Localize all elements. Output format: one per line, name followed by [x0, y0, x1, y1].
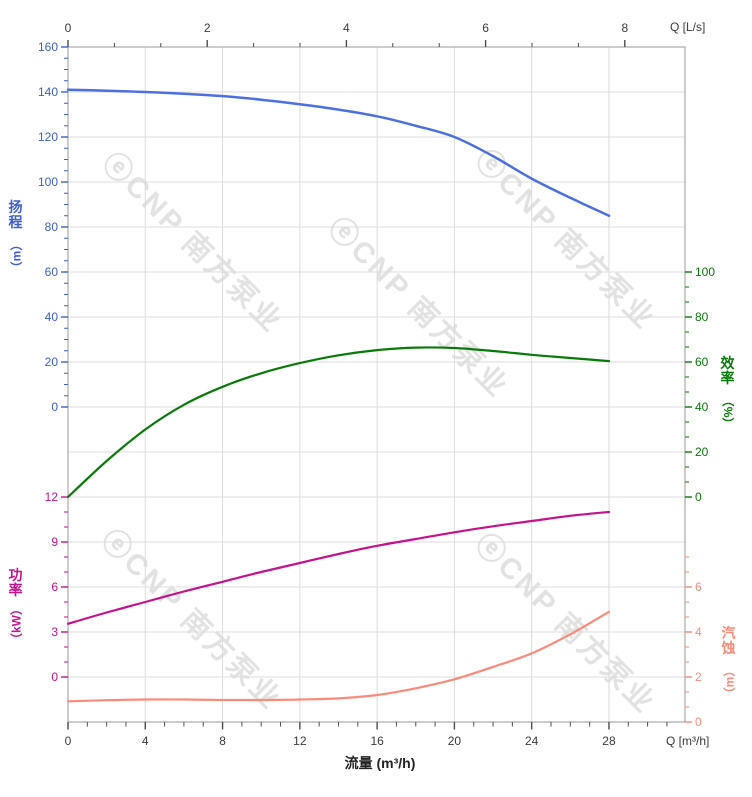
top-axis-tick-label: 6 — [482, 21, 489, 35]
head-axis-tick-label: 20 — [45, 355, 59, 369]
eff-axis-tick-label: 100 — [695, 265, 715, 279]
bottom-axis-tick-label: 28 — [602, 734, 616, 748]
bottom-axis-tick-label: 24 — [525, 734, 539, 748]
npsh-axis-tick-label: 4 — [695, 625, 702, 639]
eff-axis-tick-label: 20 — [695, 445, 709, 459]
power-axis-tick-label: 0 — [51, 670, 58, 684]
head-axis-tick-label: 120 — [38, 130, 58, 144]
power-axis-tick-label: 3 — [51, 625, 58, 639]
top-axis-unit-label: Q [L/s] — [670, 20, 706, 34]
power-axis-caption-unit: （kW） — [9, 602, 23, 646]
power-curve — [66, 510, 611, 625]
head-axis-caption-zh: 扬程 — [8, 199, 23, 230]
npsh-axis-tick-label: 0 — [695, 715, 702, 729]
x-axis-title: 流量 (m³/h) — [344, 755, 416, 771]
power-axis-tick-label: 6 — [51, 580, 58, 594]
bottom-axis-tick-label: 4 — [142, 734, 149, 748]
eff-axis-tick-label: 60 — [695, 355, 709, 369]
bottom-axis-unit-label: Q [m³/h] — [666, 734, 710, 748]
top-axis-tick-label: 2 — [204, 21, 211, 35]
efficiency-axis-caption: 效率 （%） — [720, 355, 736, 433]
head-axis-caption: 扬程 （m） — [8, 199, 24, 277]
head-axis-tick-label: 40 — [45, 310, 59, 324]
eff-axis-tick-label: 80 — [695, 310, 709, 324]
bottom-axis-tick-label: 16 — [370, 734, 384, 748]
head-axis-tick-label: 100 — [38, 175, 58, 189]
top-axis-tick-label: 8 — [621, 21, 628, 35]
npsh-axis-tick-label: 2 — [695, 670, 702, 684]
power-axis-tick-label: 9 — [51, 535, 58, 549]
power-axis-caption: 功率 （kW） — [8, 567, 24, 646]
npsh-axis-caption-zh: 汽蚀 — [721, 625, 736, 656]
efficiency-axis-caption-unit: （%） — [721, 394, 735, 430]
head-axis-tick-label: 60 — [45, 265, 59, 279]
npsh-axis-tick-label: 6 — [695, 580, 702, 594]
head-curve — [66, 88, 611, 218]
npsh-curve — [66, 610, 611, 703]
head-axis-tick-label: 160 — [38, 40, 58, 54]
eff-curve — [66, 346, 611, 499]
head-axis-caption-unit: （m） — [9, 238, 23, 274]
head-axis-tick-label: 80 — [45, 220, 59, 234]
bottom-axis-tick-label: 0 — [65, 734, 72, 748]
power-axis-tick-label: 12 — [45, 490, 59, 504]
bottom-axis-tick-label: 20 — [448, 734, 462, 748]
head-axis-tick-label: 0 — [51, 400, 58, 414]
top-axis-tick-label: 0 — [65, 21, 72, 35]
power-axis-caption-zh: 功率 — [8, 567, 23, 598]
bottom-axis-tick-label: 12 — [293, 734, 307, 748]
bottom-axis-tick-label: 8 — [219, 734, 226, 748]
head-axis-tick-label: 140 — [38, 85, 58, 99]
npsh-axis-caption-unit: （m） — [722, 664, 736, 700]
top-axis-tick-label: 4 — [343, 21, 350, 35]
efficiency-axis-caption-zh: 效率 — [720, 355, 735, 386]
npsh-axis-caption: 汽蚀 （m） — [721, 625, 737, 703]
eff-axis-tick-label: 40 — [695, 400, 709, 414]
eff-axis-tick-label: 0 — [695, 490, 702, 504]
